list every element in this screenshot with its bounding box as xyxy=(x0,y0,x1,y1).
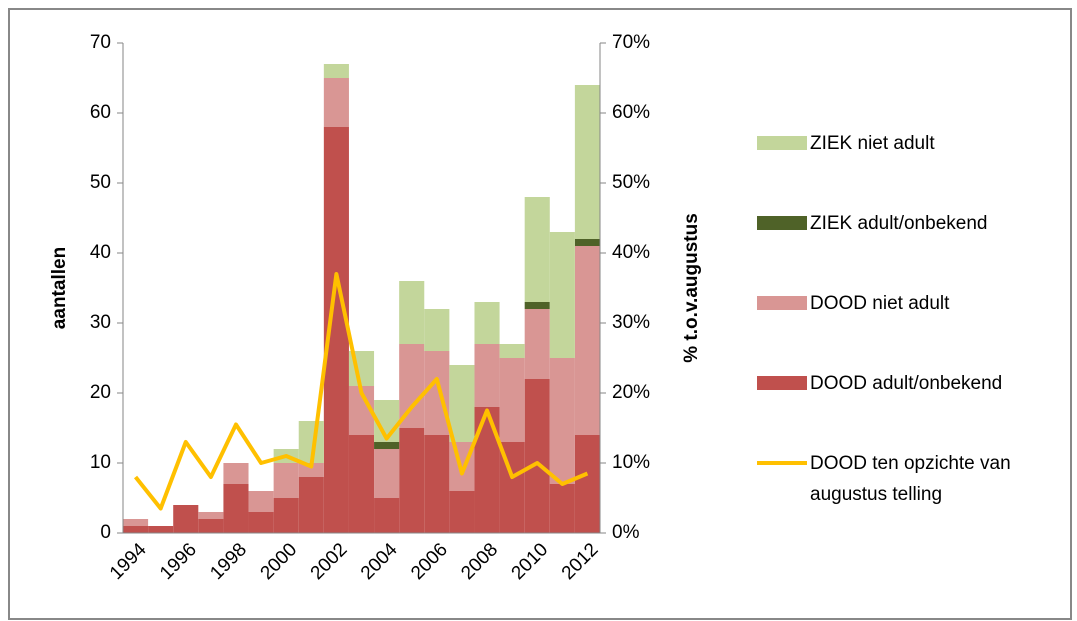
y-tick-label: 10 xyxy=(90,452,111,473)
legend-label: DOOD niet adult xyxy=(810,293,950,314)
bar-segment xyxy=(399,428,425,533)
bar-segment xyxy=(474,407,500,533)
legend-swatch xyxy=(757,376,807,390)
y-tick-label: 70 xyxy=(90,32,111,53)
y2-tick-label: 10% xyxy=(612,452,650,473)
bar-segment xyxy=(524,302,550,309)
bar-segment xyxy=(549,484,575,533)
bar-segment xyxy=(323,78,349,127)
bar-segment xyxy=(424,351,450,435)
y2-tick-label: 40% xyxy=(612,242,650,263)
bar-segment xyxy=(549,358,575,484)
bar-segment xyxy=(123,519,149,526)
bar-segment xyxy=(298,477,324,533)
y2-tick-label: 30% xyxy=(612,312,650,333)
bar-segment xyxy=(198,512,224,519)
legend-label: DOOD adult/onbekend xyxy=(810,373,1003,394)
bar-segment xyxy=(298,463,324,477)
line xyxy=(133,272,589,511)
legend-swatch xyxy=(757,216,807,230)
bar-segment xyxy=(273,463,299,498)
legend-swatch xyxy=(757,136,807,150)
y2-tick-label: 70% xyxy=(612,32,650,53)
legend-label: DOOD ten opzichte van augustus telling xyxy=(810,453,1011,505)
y2-tick-label: 0% xyxy=(612,522,640,543)
y-tick-label: 40 xyxy=(90,242,111,263)
y2-tick-label: 60% xyxy=(612,102,650,123)
bar-segment xyxy=(323,64,349,78)
bar-segment xyxy=(399,344,425,428)
bar-segment xyxy=(499,358,525,442)
y-tick-label: 60 xyxy=(90,102,111,123)
bar-segment xyxy=(574,435,600,533)
bar-segment xyxy=(474,344,500,407)
bar-segment xyxy=(399,281,425,344)
bar-segment xyxy=(524,197,550,302)
y-tick-label: 20 xyxy=(90,382,111,403)
bar-segment xyxy=(223,463,249,484)
bar-segment xyxy=(474,302,500,344)
bar-segment xyxy=(424,435,450,533)
bar-segment xyxy=(123,526,149,533)
legend-label: ZIEK niet adult xyxy=(810,133,935,154)
y-tick-label: 30 xyxy=(90,312,111,333)
legend-swatch xyxy=(757,296,807,310)
bar-segment xyxy=(499,344,525,358)
y-axis-label: aantallen xyxy=(49,247,70,329)
bar-segment xyxy=(198,519,224,533)
bar-segment xyxy=(148,526,174,533)
y2-tick-label: 50% xyxy=(612,172,650,193)
bar-segment xyxy=(374,498,400,533)
bar-segment xyxy=(374,449,400,498)
bar-segment xyxy=(549,232,575,358)
bar-segment xyxy=(273,498,299,533)
y2-axis-label: % t.o.v.augustus xyxy=(681,213,702,363)
bar-segment xyxy=(348,435,375,533)
y-tick-label: 50 xyxy=(90,172,111,193)
y-tick-label: 0 xyxy=(100,522,111,543)
legend-label: ZIEK adult/onbekend xyxy=(810,213,988,234)
bar-segment xyxy=(248,512,274,533)
bar-segment xyxy=(574,239,600,246)
bar-segment xyxy=(524,379,550,533)
bar-segment xyxy=(449,491,475,533)
bar-segment xyxy=(449,365,475,442)
bar-segment xyxy=(524,309,550,379)
bar-segment xyxy=(574,246,600,435)
y2-tick-label: 20% xyxy=(612,382,650,403)
bar-segment xyxy=(223,484,249,533)
bar-segment xyxy=(424,309,450,351)
bar-segment xyxy=(574,85,600,239)
bar-segment xyxy=(374,442,400,449)
bar-segment xyxy=(173,505,199,533)
bar-segment xyxy=(248,491,274,512)
